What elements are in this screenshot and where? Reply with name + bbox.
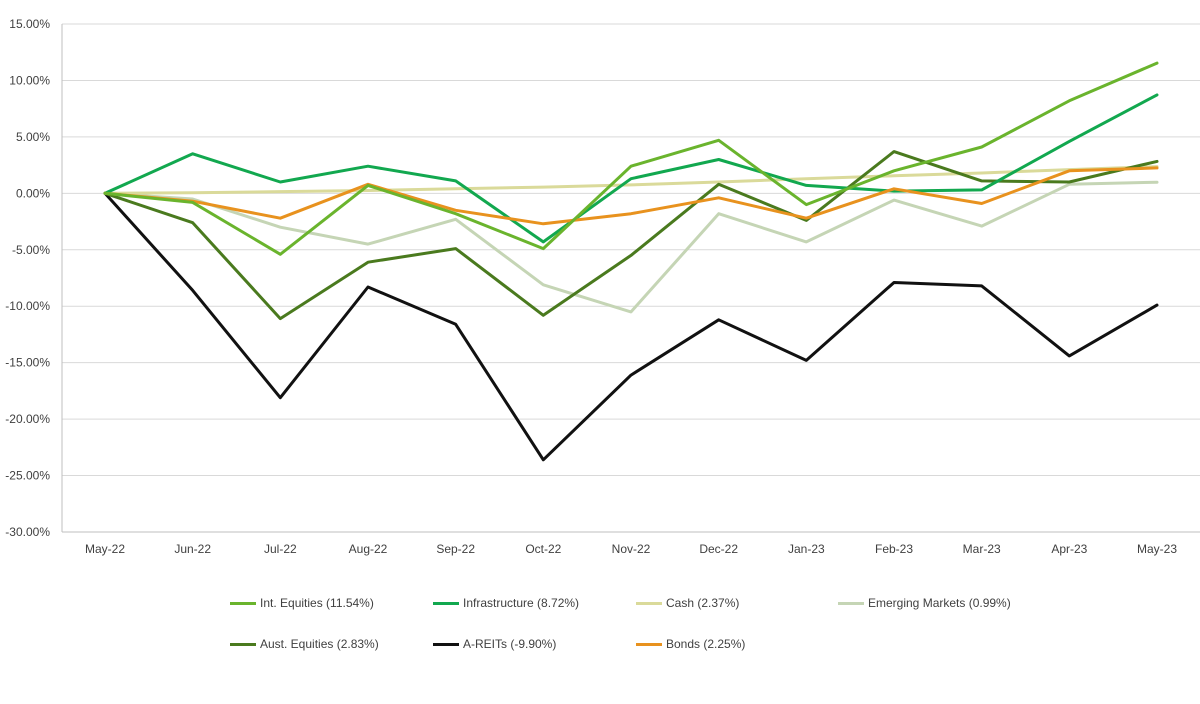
x-tick-label: Mar-23 — [963, 542, 1001, 556]
legend-swatch — [433, 601, 459, 605]
legend-swatch — [838, 601, 864, 605]
legend-label: Cash (2.37%) — [666, 596, 740, 610]
x-tick-label: May-23 — [1137, 542, 1177, 556]
series-line-aust-equities — [103, 150, 1159, 321]
legend-item[interactable]: Cash (2.37%) — [636, 596, 739, 610]
y-tick-label: -15.00% — [5, 356, 50, 370]
legend-item[interactable]: Aust. Equities (2.83%) — [230, 637, 379, 651]
y-tick-label: 15.00% — [9, 17, 50, 31]
series-line-bonds — [103, 166, 1159, 226]
x-tick-label: Feb-23 — [875, 542, 913, 556]
axes — [61, 24, 1200, 533]
legend-item[interactable]: Infrastructure (8.72%) — [433, 596, 579, 610]
legend-label: Bonds (2.25%) — [666, 637, 746, 651]
series-line-emerging-markets — [103, 180, 1159, 314]
x-tick-label: Oct-22 — [525, 542, 561, 556]
legend-swatch — [636, 601, 662, 605]
legend-item[interactable]: Bonds (2.25%) — [636, 637, 745, 651]
x-axis-tick-labels: May-22 Jun-22 Jul-22 Aug-22 Sep-22 Oct-22 Nov-… — [85, 542, 1177, 556]
x-tick-label: Jun-22 — [174, 542, 211, 556]
y-tick-label: 0.00% — [16, 186, 50, 200]
series-line-int-equities — [103, 61, 1159, 256]
x-tick-label: May-22 — [85, 542, 125, 556]
legend-swatch — [636, 642, 662, 646]
x-tick-label: Aug-22 — [349, 542, 388, 556]
gridlines — [62, 23, 1200, 477]
y-tick-label: 10.00% — [9, 73, 50, 87]
legend-item[interactable]: A-REITs (-9.90%) — [433, 637, 556, 651]
y-tick-label: -25.00% — [5, 469, 50, 483]
y-tick-label: -5.00% — [12, 243, 50, 257]
legend-label: Emerging Markets (0.99%) — [868, 596, 1011, 610]
x-tick-label: Jul-22 — [264, 542, 297, 556]
legend-item[interactable]: Int. Equities (11.54%) — [230, 596, 374, 610]
legend-label: Int. Equities (11.54%) — [260, 596, 374, 610]
y-tick-label: -10.00% — [5, 299, 50, 313]
legend-label: A-REITs (-9.90%) — [463, 637, 557, 651]
series-lines — [103, 61, 1159, 462]
y-tick-label: 5.00% — [16, 130, 50, 144]
legend-swatch — [230, 642, 256, 646]
legend-swatch — [230, 601, 256, 605]
legend-swatch — [433, 642, 459, 646]
series-line-cash — [103, 165, 1159, 195]
x-tick-label: Dec-22 — [699, 542, 738, 556]
x-tick-label: Jan-23 — [788, 542, 825, 556]
y-axis-tick-labels: 15.00% 10.00% 5.00% 0.00% -5.00% -10.00% -15.0… — [5, 17, 50, 539]
series-line-infrastructure — [103, 93, 1159, 244]
x-tick-label: Sep-22 — [436, 542, 475, 556]
y-tick-label: -20.00% — [5, 412, 50, 426]
y-tick-label: -30.00% — [5, 525, 50, 539]
x-tick-label: Nov-22 — [612, 542, 651, 556]
legend-item[interactable]: Emerging Markets (0.99%) — [838, 596, 1011, 610]
legend-label: Infrastructure (8.72%) — [463, 596, 580, 610]
series-line-a-reits — [103, 191, 1159, 462]
x-tick-label: Apr-23 — [1051, 542, 1087, 556]
legend-label: Aust. Equities (2.83%) — [260, 637, 379, 651]
